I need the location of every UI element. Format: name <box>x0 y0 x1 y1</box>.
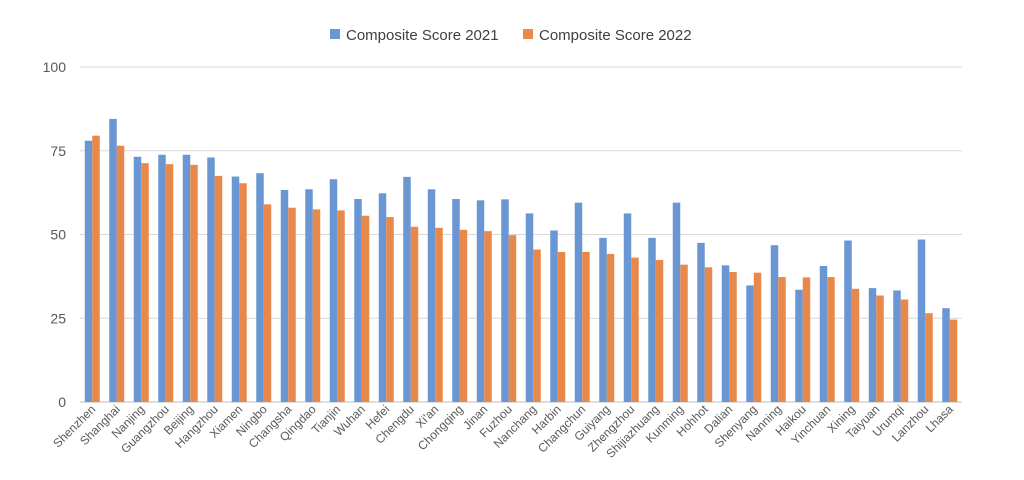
bar-2021 <box>305 189 313 402</box>
bar-2021 <box>795 289 803 402</box>
bar-2021 <box>476 200 485 402</box>
bar-2022 <box>386 217 394 402</box>
bar-2022 <box>827 277 835 402</box>
bar-2021 <box>550 230 558 402</box>
y-tick-label: 100 <box>43 59 67 75</box>
bar-2021 <box>256 173 264 402</box>
bar-2021 <box>231 176 240 402</box>
bar-2021 <box>917 239 926 402</box>
bar-2021 <box>525 213 534 402</box>
bar-2022 <box>459 229 468 402</box>
bar-2022 <box>557 251 566 402</box>
bar-2021 <box>819 265 828 402</box>
bar-2022 <box>631 257 639 402</box>
bar-2022 <box>802 277 811 402</box>
bar-2022 <box>949 319 958 402</box>
legend-label-2022: Composite Score 2022 <box>539 27 692 44</box>
bar-2022 <box>680 264 688 402</box>
bar-2022 <box>263 204 272 402</box>
x-tick-label: Lhasa <box>923 402 956 435</box>
bar-2021 <box>354 198 362 402</box>
bar-2021 <box>599 237 607 402</box>
bar-2021 <box>329 179 338 402</box>
axes: 0255075100ShenzhenShanghaiNanjingGuangzh… <box>43 59 956 461</box>
bar-2022 <box>729 272 737 402</box>
bar-2022 <box>214 175 223 402</box>
bar-2021 <box>648 237 656 402</box>
bar-2022 <box>337 210 345 402</box>
bar-2021 <box>403 176 411 402</box>
y-tick-label: 25 <box>50 310 66 326</box>
y-tick-label: 50 <box>50 227 66 243</box>
bar-2022 <box>165 164 174 402</box>
bar-2022 <box>312 209 321 402</box>
bar-2021 <box>893 290 901 402</box>
bar-2022 <box>92 135 100 402</box>
bar-2022 <box>851 288 860 402</box>
bars <box>84 118 958 403</box>
legend-label-2021: Composite Score 2021 <box>346 27 499 44</box>
bar-2021 <box>133 156 142 402</box>
bar-2021 <box>770 245 779 402</box>
bar-2022 <box>508 235 517 402</box>
bar-2022 <box>753 272 762 402</box>
bar-2022 <box>900 299 909 402</box>
bar-2021 <box>158 154 166 402</box>
legend-swatch-2022 <box>523 29 533 39</box>
bar-2022 <box>190 164 198 402</box>
legend-swatch-2021 <box>330 29 340 39</box>
bar-2021 <box>109 118 117 403</box>
bar-2022 <box>925 313 933 402</box>
bar-2022 <box>410 226 419 402</box>
bar-2021 <box>697 242 705 403</box>
bar-2021 <box>844 240 852 402</box>
bar-2021 <box>868 288 877 402</box>
bar-2022 <box>533 249 541 402</box>
y-tick-label: 0 <box>58 394 66 410</box>
bar-2022 <box>778 277 786 402</box>
y-tick-label: 75 <box>50 143 66 159</box>
bar-2021 <box>721 265 730 402</box>
bar-2022 <box>484 231 492 402</box>
bar-2021 <box>501 199 509 402</box>
bar-2022 <box>116 145 125 403</box>
bar-2021 <box>378 193 387 402</box>
bar-2022 <box>361 215 370 402</box>
bar-2022 <box>582 251 590 402</box>
bar-2022 <box>606 253 615 402</box>
bar-2022 <box>435 227 443 402</box>
bar-2022 <box>288 207 296 402</box>
bar-2022 <box>239 183 247 402</box>
bar-2021 <box>452 198 460 402</box>
bar-2021 <box>427 189 436 402</box>
bar-2021 <box>182 154 191 402</box>
bar-2021 <box>623 213 632 402</box>
bar-2022 <box>704 267 713 402</box>
bar-2021 <box>942 308 950 402</box>
bar-2021 <box>207 157 215 402</box>
bar-2021 <box>280 189 289 402</box>
grid-lines <box>80 66 962 403</box>
bar-2021 <box>574 202 583 402</box>
bar-2021 <box>84 140 93 402</box>
bar-2021 <box>746 285 754 402</box>
bar-2021 <box>672 202 681 402</box>
bar-2022 <box>876 295 884 402</box>
legend: Composite Score 2021 Composite Score 202… <box>330 27 692 44</box>
bar-2022 <box>141 163 149 402</box>
bar-2022 <box>655 259 664 402</box>
